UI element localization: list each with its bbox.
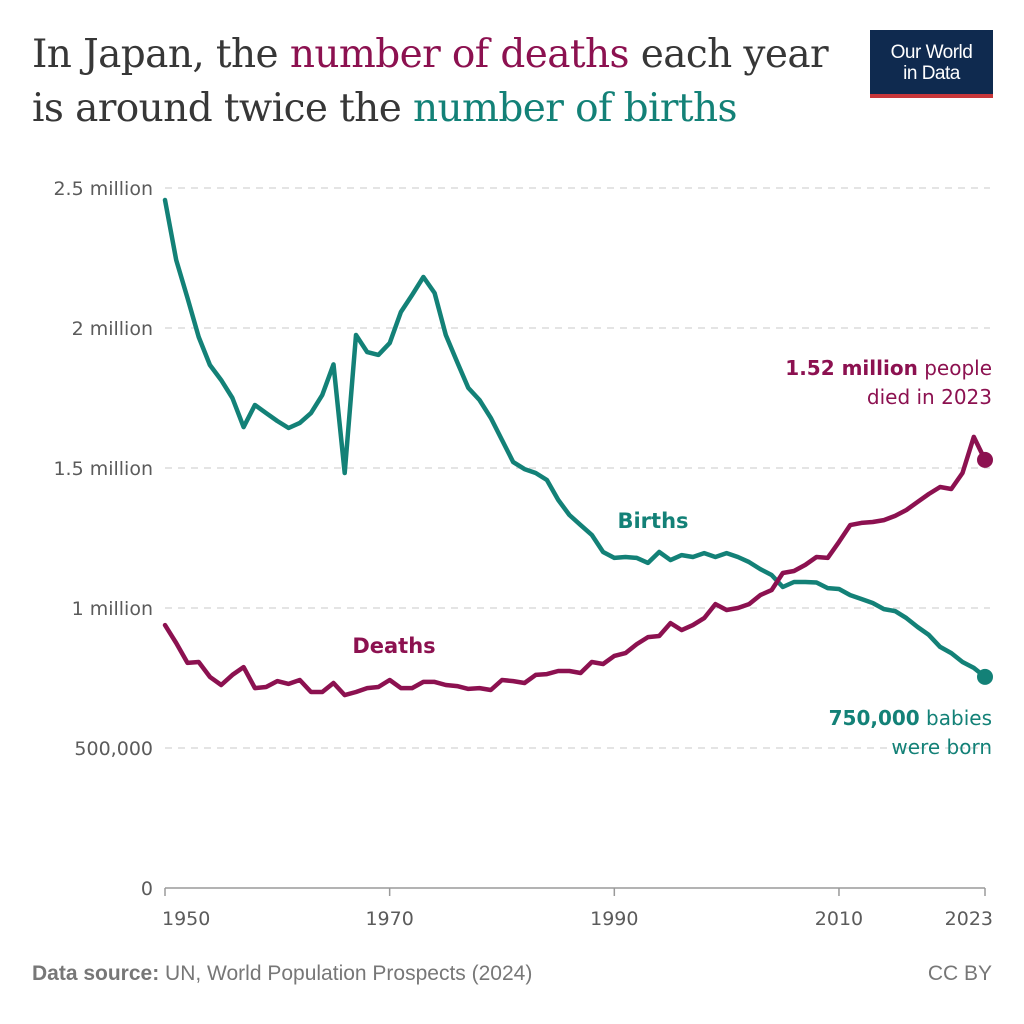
annotation-text: people — [918, 356, 992, 380]
x-tick-label: 2010 — [815, 908, 863, 930]
y-tick-label: 2 million — [72, 318, 153, 340]
title-part-2: each year is around twice the — [32, 32, 829, 131]
y-tick-label: 2.5 million — [53, 178, 153, 200]
annotation-value: 1.52 million — [785, 356, 918, 380]
x-tick-label: 1970 — [365, 908, 413, 930]
gridlines — [165, 187, 990, 749]
owid-logo[interactable]: Our World in Data — [870, 30, 993, 98]
x-tick-label: 1950 — [162, 908, 210, 930]
y-tick-label: 1.5 million — [53, 458, 153, 480]
annotation-deaths-line2: died in 2023 — [867, 385, 992, 409]
title-part-1: In Japan, the — [32, 32, 290, 77]
x-tick-label: 2023 — [945, 908, 993, 930]
y-tick-label: 1 million — [72, 598, 153, 620]
x-axis: 1950 1970 1990 2010 2023 — [162, 887, 993, 930]
annotation-births-line2: were born — [891, 735, 992, 759]
annotation-value: 750,000 — [829, 706, 920, 730]
x-tick-label: 1990 — [590, 908, 638, 930]
title-deaths-highlight: number of deaths — [289, 32, 630, 77]
series-labels: Births Deaths 1.52 million people died in 2… — [352, 356, 992, 759]
series-label-deaths: Deaths — [352, 634, 435, 658]
y-tick-label: 0 — [141, 878, 153, 900]
annotation-text: babies — [920, 706, 992, 730]
annotation-deaths-line1: 1.52 million people — [785, 356, 992, 380]
logo-line-2: in Data — [903, 63, 960, 84]
title-births-highlight: number of births — [412, 86, 738, 131]
series-lines — [162, 197, 993, 698]
data-source: Data source: UN, World Population Prospe… — [32, 962, 532, 986]
end-point-births — [977, 668, 993, 685]
chart-title: In Japan, the number of deaths each year… — [32, 28, 852, 136]
y-tick-label: 500,000 — [74, 738, 153, 760]
end-point-deaths — [977, 451, 993, 468]
license-link[interactable]: CC BY — [927, 962, 992, 985]
y-axis: 0 500,000 1 million 1.5 million 2 million 2.5… — [53, 178, 153, 900]
series-line-deaths — [162, 434, 988, 698]
logo-line-1: Our World — [890, 42, 973, 63]
series-label-births: Births — [617, 509, 688, 533]
series-line-births — [162, 197, 988, 680]
annotation-births-line1: 750,000 babies — [829, 706, 992, 730]
data-source-label: Data source: — [32, 962, 160, 985]
data-source-text: UN, World Population Prospects (2024) — [159, 962, 533, 985]
